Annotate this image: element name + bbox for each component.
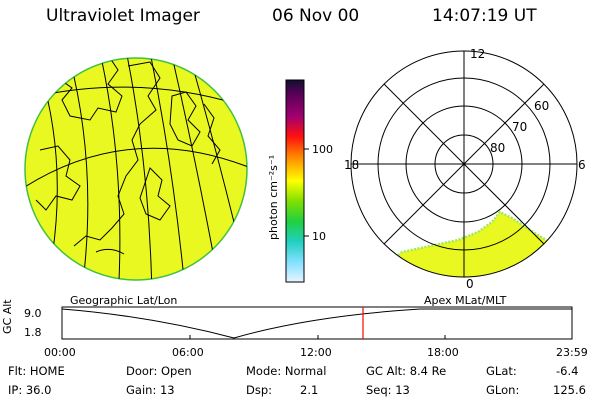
timeline-y-label: GC Alt bbox=[1, 299, 14, 334]
colorbar-unit-label: photon cm⁻²s⁻¹ bbox=[267, 155, 280, 240]
glon-value: 125.6 bbox=[553, 383, 586, 397]
colorbar-scale bbox=[285, 79, 305, 283]
glat-value: -6.4 bbox=[556, 364, 579, 378]
polar-panel-label: Apex MLat/MLT bbox=[424, 294, 507, 307]
mlt-label-dawn: 6 bbox=[578, 158, 586, 172]
mlat-label: 70 bbox=[512, 120, 527, 134]
filter-readout: Flt: HOME bbox=[8, 364, 65, 378]
coastline bbox=[35, 145, 81, 211]
timeline-x-tick: 18:00 bbox=[427, 346, 459, 359]
app-title: Ultraviolet Imager bbox=[46, 6, 200, 26]
timeline-x-tick: 12:00 bbox=[300, 346, 332, 359]
polar-plot: 12 18 6 0 60 70 80 bbox=[344, 47, 586, 291]
coastline bbox=[169, 91, 201, 147]
timeline-x-tick: 23:59 bbox=[556, 346, 588, 359]
parallel bbox=[25, 147, 247, 191]
colorbar-tick-label: 100 bbox=[312, 143, 333, 156]
coastline bbox=[203, 103, 221, 165]
door-readout: Door: Open bbox=[126, 364, 192, 378]
date-readout: 06 Nov 00 bbox=[272, 6, 360, 26]
mlt-label-midnight: 0 bbox=[466, 277, 474, 291]
mlt-label-dusk: 18 bbox=[344, 158, 359, 172]
ip-readout: IP: 36.0 bbox=[8, 383, 52, 397]
meridian bbox=[125, 58, 153, 280]
glon-label: GLon: bbox=[486, 383, 520, 397]
colorbar-tick-label: 10 bbox=[312, 230, 326, 243]
seq-readout: Seq: 13 bbox=[366, 383, 410, 397]
orbit-timeline bbox=[61, 306, 573, 340]
aurora-oval bbox=[378, 210, 577, 277]
timeline-frame bbox=[61, 306, 573, 340]
mlat-label: 80 bbox=[490, 141, 505, 155]
gain-readout: Gain: 13 bbox=[126, 383, 175, 397]
meridian bbox=[99, 58, 121, 280]
timeline-y-tick: 9.0 bbox=[24, 307, 42, 320]
timeline-x-tick: 06:00 bbox=[172, 346, 204, 359]
mlat-label: 60 bbox=[534, 99, 549, 113]
mode-readout: Mode: Normal bbox=[246, 364, 327, 378]
mlt-label-noon: 12 bbox=[470, 47, 485, 61]
coastline bbox=[95, 248, 125, 255]
timeline-x-tick: 00:00 bbox=[44, 346, 76, 359]
dsp-label: Dsp: bbox=[246, 383, 273, 397]
geographic-globe bbox=[24, 57, 248, 281]
coastline bbox=[139, 167, 171, 221]
glat-label: GLat: bbox=[486, 364, 517, 378]
timeline-y-tick: 1.8 bbox=[24, 326, 42, 339]
geo-panel-label: Geographic Lat/Lon bbox=[70, 294, 178, 307]
time-readout: 14:07:19 UT bbox=[432, 6, 537, 26]
meridian bbox=[149, 58, 187, 280]
dsp-value: 2.1 bbox=[300, 383, 319, 397]
colorbar: 100 10 photon cm⁻²s⁻¹ bbox=[267, 79, 333, 283]
gc-alt-readout: GC Alt: 8.4 Re bbox=[366, 364, 447, 378]
gc-alt-curve bbox=[61, 308, 572, 339]
meridian bbox=[69, 59, 89, 280]
mlt-diagonal bbox=[383, 83, 545, 245]
